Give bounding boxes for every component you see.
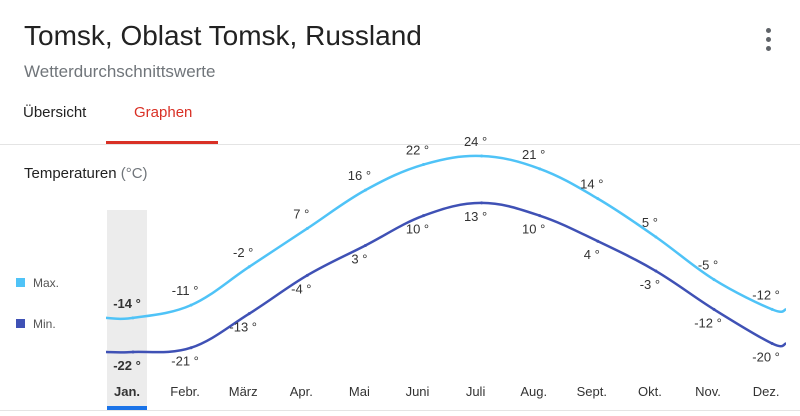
section-title-text: Temperaturen xyxy=(24,165,117,182)
x-tick-label: Apr. xyxy=(290,384,313,399)
divider xyxy=(0,144,800,145)
selected-column-highlight xyxy=(107,210,147,408)
series-line-min xyxy=(105,201,787,354)
data-point-min xyxy=(247,312,251,316)
data-point-max xyxy=(247,265,251,269)
data-point-min xyxy=(538,214,542,218)
data-label-min: -21 ° xyxy=(171,354,199,369)
tab-bar: Übersicht Graphen xyxy=(0,96,800,144)
data-point-max xyxy=(712,278,716,282)
x-tick-label: Nov. xyxy=(695,384,721,399)
data-point-min xyxy=(363,244,367,247)
data-point-min xyxy=(131,350,135,354)
data-label-max: -2 ° xyxy=(233,245,253,260)
x-tick-label: Sept. xyxy=(577,384,607,399)
more-dot xyxy=(766,46,771,51)
data-point-max xyxy=(422,163,425,167)
more-vert-icon[interactable] xyxy=(754,26,782,54)
data-label-max: -11 ° xyxy=(172,283,199,298)
data-point-min xyxy=(189,346,193,350)
data-point-max xyxy=(131,316,135,320)
data-label-min: -20 ° xyxy=(752,349,780,364)
x-tick-label: Dez. xyxy=(753,384,780,399)
data-point-max xyxy=(305,226,309,230)
data-point-min xyxy=(770,341,774,345)
legend-swatch-max xyxy=(16,278,25,287)
data-point-min xyxy=(712,307,716,311)
x-tick-label: März xyxy=(229,384,258,399)
tab-overview[interactable]: Übersicht xyxy=(23,104,87,121)
x-tick-label: Febr. xyxy=(170,384,200,399)
data-point-max xyxy=(363,188,367,192)
data-point-max xyxy=(654,235,658,239)
section-unit: (°C) xyxy=(120,165,148,182)
data-label-max: 14 ° xyxy=(580,177,603,192)
data-point-max xyxy=(480,154,484,158)
data-label-min: 13 ° xyxy=(464,209,487,224)
legend-item-min: Min. xyxy=(16,317,56,331)
data-label-min: -22 ° xyxy=(113,358,141,373)
x-tick-label: Mai xyxy=(349,384,370,399)
section-title: Temperaturen (°C) xyxy=(24,165,148,182)
legend-label-min: Min. xyxy=(33,317,56,331)
legend-item-max: Max. xyxy=(16,276,59,290)
data-label-max: 5 ° xyxy=(642,215,658,230)
series-line-max xyxy=(105,154,787,321)
data-label-max: -12 ° xyxy=(752,287,780,302)
data-label-min: -3 ° xyxy=(640,277,660,292)
data-point-max xyxy=(189,303,193,307)
data-label-max: 7 ° xyxy=(293,206,309,221)
data-point-max xyxy=(770,307,774,311)
data-label-max: 21 ° xyxy=(522,147,545,162)
page-title: Tomsk, Oblast Tomsk, Russland xyxy=(24,20,422,51)
x-tick-label: Juni xyxy=(406,384,430,399)
data-label-max: 16 ° xyxy=(348,168,371,183)
data-label-min: -12 ° xyxy=(694,315,722,330)
data-point-min xyxy=(305,273,309,277)
data-point-max xyxy=(596,197,600,201)
page-subtitle: Wetterdurchschnittswerte xyxy=(24,62,216,81)
x-tick-label: Okt. xyxy=(638,384,662,399)
data-label-max: 24 ° xyxy=(464,134,487,149)
active-tab-indicator xyxy=(106,141,218,144)
bottom-divider xyxy=(0,410,800,411)
more-dot xyxy=(766,28,771,33)
more-dot xyxy=(766,37,771,42)
data-point-min xyxy=(596,239,600,243)
legend-label-max: Max. xyxy=(33,276,60,290)
data-label-min: -13 ° xyxy=(229,320,257,335)
data-point-min xyxy=(422,214,425,218)
legend-swatch-min xyxy=(16,319,25,328)
x-tick-label: Juli xyxy=(466,384,486,399)
data-label-max: -14 ° xyxy=(113,296,141,311)
data-label-min: 10 ° xyxy=(406,222,429,237)
data-label-min: 3 ° xyxy=(351,252,367,267)
tab-graphs[interactable]: Graphen xyxy=(134,104,193,121)
data-label-min: -4 ° xyxy=(291,281,311,296)
data-point-max xyxy=(538,167,542,171)
data-label-max: -5 ° xyxy=(698,258,718,273)
x-tick-label: Jan. xyxy=(114,384,140,399)
selected-month-indicator xyxy=(107,406,147,410)
data-point-min xyxy=(480,201,484,205)
data-point-min xyxy=(654,269,658,273)
x-tick-label: Aug. xyxy=(520,384,547,399)
data-label-min: 4 ° xyxy=(584,247,600,262)
data-label-min: 10 ° xyxy=(522,222,545,237)
data-label-max: 22 ° xyxy=(406,143,429,158)
